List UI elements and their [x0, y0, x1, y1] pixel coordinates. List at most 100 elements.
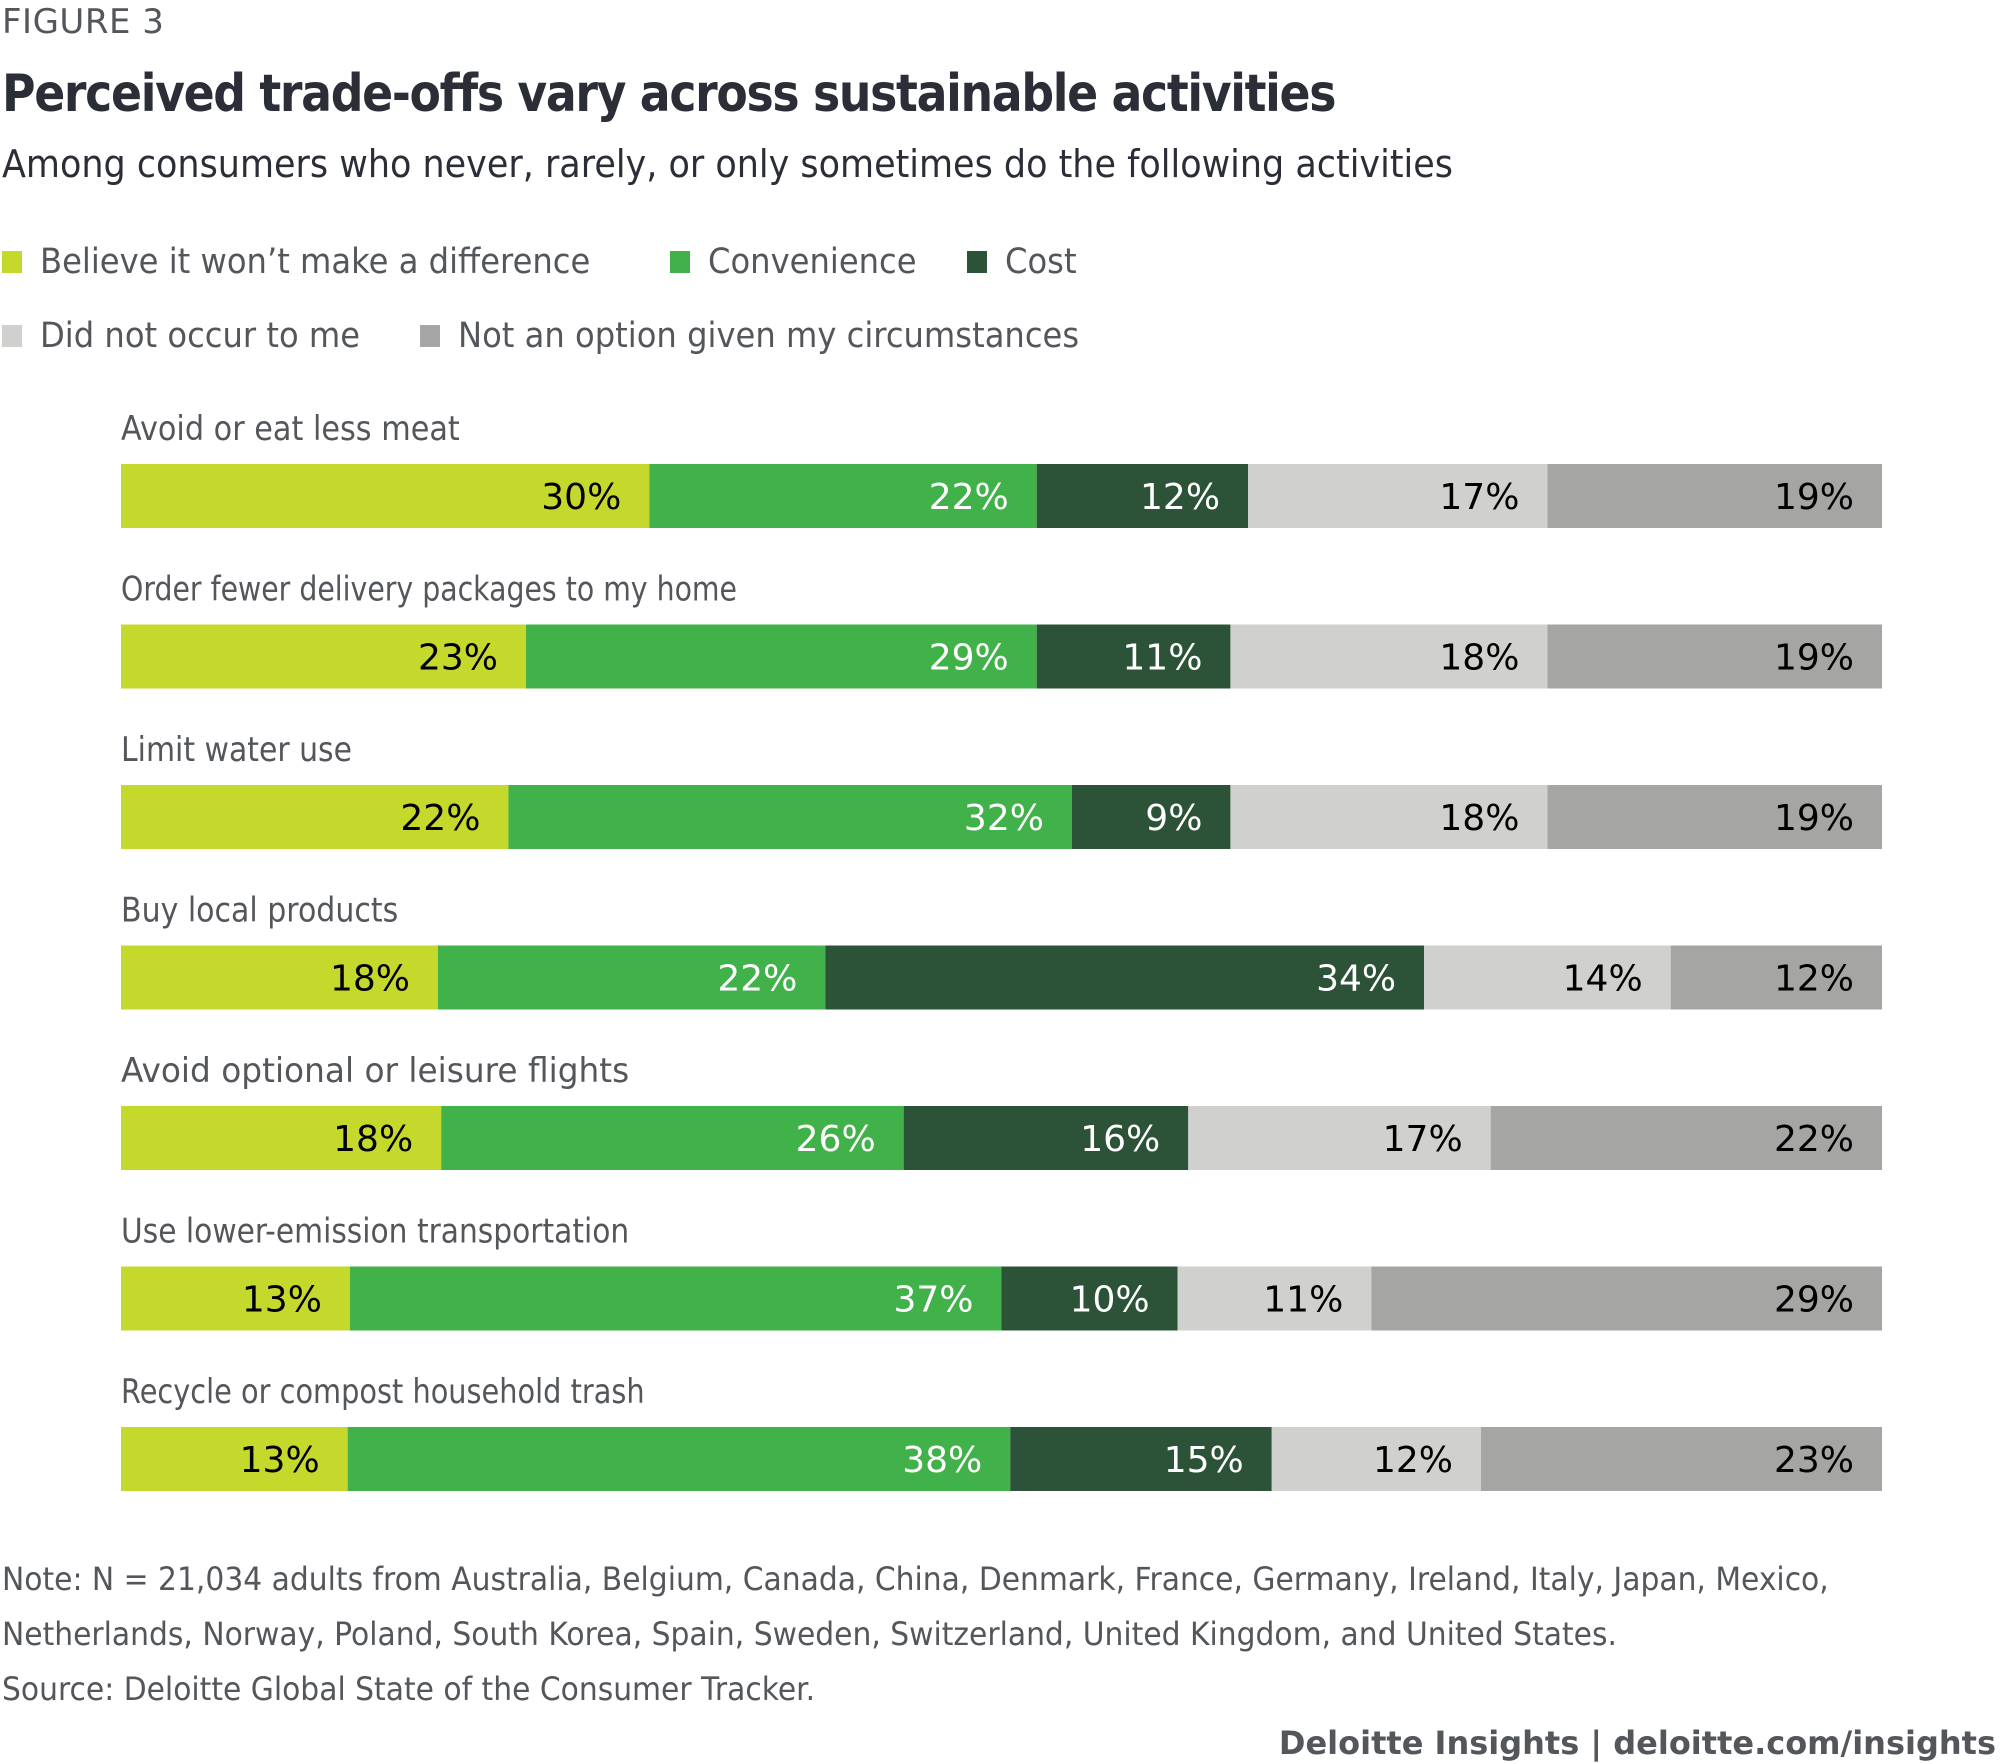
- data-label: 13%: [242, 1280, 322, 1321]
- data-label: 18%: [333, 1119, 413, 1160]
- bar-segment: [1230, 624, 1548, 689]
- data-label: 12%: [1774, 959, 1854, 1000]
- category-label: Limit water use: [121, 730, 352, 770]
- bar-row: Avoid or eat less meat 30% 22% 12% 17% 19%: [121, 409, 1882, 528]
- bar-segment: [1001, 1266, 1178, 1331]
- category-label: Avoid or eat less meat: [121, 409, 460, 449]
- bar-segment: [825, 945, 1425, 1010]
- data-label: 23%: [1774, 1440, 1854, 1481]
- bar-row: Use lower-emission transportation 13% 37% 1…: [121, 1212, 1882, 1331]
- bar-segment: [649, 464, 1037, 528]
- category-label: Recycle or compost household trash: [121, 1372, 645, 1412]
- legend-row-1: Believe it won’t make a difference Conve…: [2, 242, 1115, 282]
- square-swatch-icon: [966, 251, 987, 273]
- data-label: 17%: [1439, 477, 1519, 518]
- bar-segment: [441, 1106, 904, 1170]
- bar-segment: [121, 624, 527, 689]
- data-label: 14%: [1563, 959, 1643, 1000]
- data-label: 18%: [1439, 638, 1519, 679]
- category-label: Avoid optional or leisure flights: [121, 1051, 629, 1091]
- square-swatch-icon: [2, 325, 22, 347]
- legend-label: Convenience: [708, 242, 917, 282]
- data-label: 19%: [1774, 638, 1854, 679]
- data-label: 22%: [717, 959, 797, 1000]
- legend-label: Did not occur to me: [40, 316, 361, 356]
- data-label: 11%: [1263, 1280, 1343, 1321]
- bar-segment: [121, 945, 438, 1010]
- bar-row: Limit water use 22% 32% 9% 18% 19%: [121, 730, 1882, 849]
- branding: Deloitte Insights | deloitte.com/insight…: [1278, 1724, 1996, 1762]
- data-label: 22%: [929, 477, 1009, 518]
- bar-segment: [1371, 1266, 1882, 1331]
- bar-segment: [121, 1106, 442, 1170]
- bar-segment: [1547, 464, 1882, 528]
- data-label: 29%: [1774, 1280, 1854, 1321]
- legend-item-cost: Cost: [966, 242, 1083, 282]
- bar-segment: [1230, 785, 1548, 849]
- bar-segment: [121, 1266, 350, 1331]
- bar-segment: [1010, 1427, 1272, 1491]
- legend-label: Cost: [1004, 242, 1077, 282]
- data-label: 38%: [902, 1440, 982, 1481]
- square-swatch-icon: [419, 325, 440, 347]
- data-label: 32%: [964, 798, 1044, 839]
- bar-segment: [1547, 624, 1882, 689]
- bar-segment: [347, 1427, 1011, 1491]
- bar-segment: [903, 1106, 1189, 1170]
- bar-segment: [1490, 1106, 1882, 1170]
- bar-segment: [1248, 464, 1548, 528]
- data-label: 30%: [541, 477, 621, 518]
- bar-segment: [1547, 785, 1882, 849]
- data-label: 9%: [1145, 798, 1202, 839]
- data-label: 12%: [1373, 1440, 1453, 1481]
- bar-row: Buy local products 18% 22% 34% 14% 12%: [121, 891, 1882, 1010]
- bar-segment: [121, 464, 650, 528]
- data-label: 23%: [418, 638, 498, 679]
- square-swatch-icon: [670, 251, 691, 273]
- bar-segment: [1670, 945, 1882, 1010]
- bar-segment: [437, 945, 826, 1010]
- data-label: 12%: [1140, 477, 1220, 518]
- bar-segment: [1424, 945, 1671, 1010]
- data-label: 17%: [1383, 1119, 1463, 1160]
- legend-label: Not an option given my circumstances: [457, 316, 1080, 356]
- note-line-1: Note: N = 21,034 adults from Australia, …: [2, 1560, 1829, 1598]
- chart-title: Perceived trade-offs vary across sustain…: [2, 64, 1337, 124]
- figure-label: FIGURE 3: [2, 2, 165, 42]
- bar-segment: [526, 624, 1037, 689]
- data-label: 16%: [1080, 1119, 1160, 1160]
- data-label: 29%: [929, 638, 1009, 679]
- data-label: 18%: [1439, 798, 1519, 839]
- data-label: 13%: [240, 1440, 320, 1481]
- bar-segment: [349, 1266, 1002, 1331]
- category-label: Order fewer delivery packages to my home: [121, 570, 737, 610]
- bar-segment: [1177, 1266, 1372, 1331]
- note-line-2: Netherlands, Norway, Poland, South Korea…: [2, 1615, 1617, 1653]
- legend-item-did-not-occur: Did not occur to me: [2, 316, 388, 356]
- bar-row: Order fewer delivery packages to my home…: [121, 570, 1882, 689]
- data-label: 34%: [1316, 959, 1396, 1000]
- data-label: 18%: [330, 959, 410, 1000]
- data-label: 19%: [1774, 798, 1854, 839]
- legend-item-believe: Believe it won’t make a difference: [2, 242, 638, 282]
- bar-row: Recycle or compost household trash 13% 38%…: [121, 1372, 1882, 1491]
- bar-segment: [1071, 785, 1231, 849]
- data-label: 37%: [893, 1280, 973, 1321]
- legend-row-2: Did not occur to me Not an option given …: [2, 316, 1165, 356]
- bar-segment: [121, 785, 509, 849]
- bar-segment: [121, 1427, 348, 1491]
- legend-item-not-an-option: Not an option given my circumstances: [419, 316, 1133, 356]
- bar-segment: [1271, 1427, 1481, 1491]
- data-label: 19%: [1774, 477, 1854, 518]
- data-label: 22%: [400, 798, 480, 839]
- data-label: 26%: [796, 1119, 876, 1160]
- data-label: 10%: [1070, 1280, 1150, 1321]
- legend-label: Believe it won’t make a difference: [40, 242, 591, 282]
- category-label: Use lower-emission transportation: [121, 1212, 629, 1252]
- legend-item-convenience: Convenience: [670, 242, 935, 282]
- bar-row: Avoid optional or leisure flights 18% 26% 1…: [121, 1051, 1882, 1170]
- data-label: 22%: [1774, 1119, 1854, 1160]
- category-label: Buy local products: [121, 891, 398, 931]
- bar-segment: [1036, 624, 1231, 689]
